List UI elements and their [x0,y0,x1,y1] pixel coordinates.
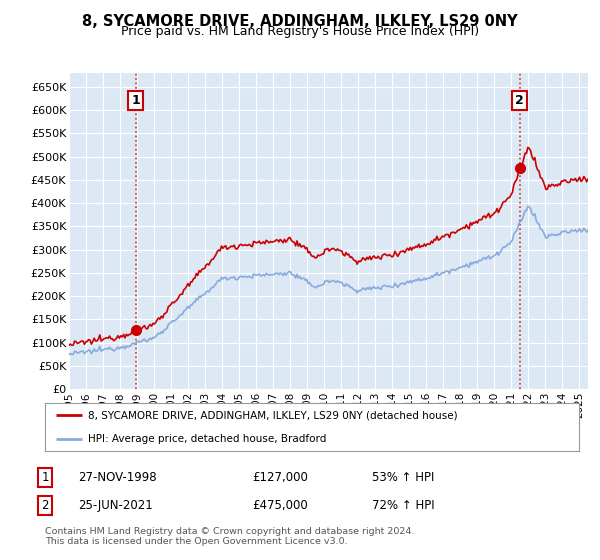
Text: 2: 2 [41,498,49,512]
Text: 53% ↑ HPI: 53% ↑ HPI [372,470,434,484]
Text: 1: 1 [41,470,49,484]
Text: 27-NOV-1998: 27-NOV-1998 [78,470,157,484]
Text: 1: 1 [131,94,140,107]
Text: £127,000: £127,000 [252,470,308,484]
Text: £475,000: £475,000 [252,498,308,512]
Text: 2: 2 [515,94,524,107]
Text: HPI: Average price, detached house, Bradford: HPI: Average price, detached house, Brad… [88,434,326,444]
Text: 25-JUN-2021: 25-JUN-2021 [78,498,153,512]
Text: Contains HM Land Registry data © Crown copyright and database right 2024.
This d: Contains HM Land Registry data © Crown c… [45,527,415,546]
Text: 8, SYCAMORE DRIVE, ADDINGHAM, ILKLEY, LS29 0NY: 8, SYCAMORE DRIVE, ADDINGHAM, ILKLEY, LS… [82,14,518,29]
Text: Price paid vs. HM Land Registry's House Price Index (HPI): Price paid vs. HM Land Registry's House … [121,25,479,38]
Text: 72% ↑ HPI: 72% ↑ HPI [372,498,434,512]
Text: 8, SYCAMORE DRIVE, ADDINGHAM, ILKLEY, LS29 0NY (detached house): 8, SYCAMORE DRIVE, ADDINGHAM, ILKLEY, LS… [88,410,457,420]
